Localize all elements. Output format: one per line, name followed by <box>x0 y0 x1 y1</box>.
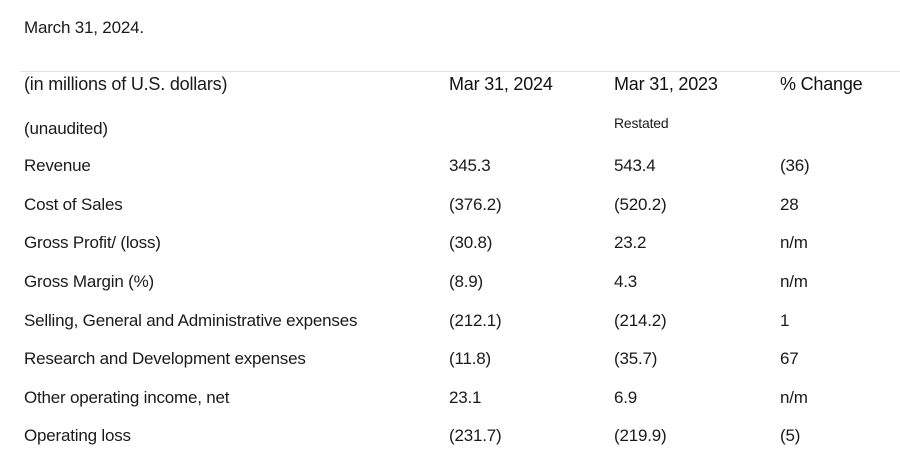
row-label: Selling, General and Administrative expe… <box>24 311 358 330</box>
row-value-2023: (520.2) <box>614 195 667 214</box>
row-value-2024: 23.1 <box>449 388 482 407</box>
row-label: Cost of Sales <box>24 195 123 214</box>
row-change: 1 <box>780 311 790 330</box>
row-value-2023: 6.9 <box>614 388 638 407</box>
row-value-2024: (11.8) <box>449 349 491 368</box>
row-label: Other operating income, net <box>24 388 230 407</box>
row-value-2024: (231.7) <box>449 426 502 445</box>
row-value-2023: (219.9) <box>614 426 667 445</box>
row-change: (5) <box>780 426 801 445</box>
row-value-2023: 23.2 <box>614 233 647 252</box>
header-label: (in millions of U.S. dollars) <box>24 74 228 94</box>
row-value-2023: (214.2) <box>614 311 667 330</box>
row-change: n/m <box>780 272 808 291</box>
row-value-2024: 345.3 <box>449 156 491 175</box>
row-label: Revenue <box>24 156 91 175</box>
header-col-2023: Mar 31, 2023 <box>614 74 718 94</box>
row-value-2024: (30.8) <box>449 233 493 252</box>
row-value-2023: (35.7) <box>614 349 658 368</box>
subheader-label: (unaudited) <box>24 119 108 138</box>
subheader-restated: Restated <box>614 115 669 131</box>
row-change: n/m <box>780 233 808 252</box>
row-value-2024: (376.2) <box>449 195 502 214</box>
row-change: 28 <box>780 195 799 214</box>
row-change: 67 <box>780 349 799 368</box>
row-label: Gross Margin (%) <box>24 272 154 291</box>
divider <box>20 71 900 72</box>
row-label: Gross Profit/ (loss) <box>24 233 161 252</box>
row-label: Operating loss <box>24 426 131 445</box>
row-change: n/m <box>780 388 808 407</box>
row-value-2024: (8.9) <box>449 272 483 291</box>
intro-text: March 31, 2024. <box>24 18 144 37</box>
row-value-2023: 4.3 <box>614 272 638 291</box>
row-value-2023: 543.4 <box>614 156 656 175</box>
header-col-2024: Mar 31, 2024 <box>449 74 553 94</box>
header-col-change: % Change <box>780 74 863 94</box>
row-value-2024: (212.1) <box>449 311 502 330</box>
row-label: Research and Development expenses <box>24 349 306 368</box>
row-change: (36) <box>780 156 810 175</box>
